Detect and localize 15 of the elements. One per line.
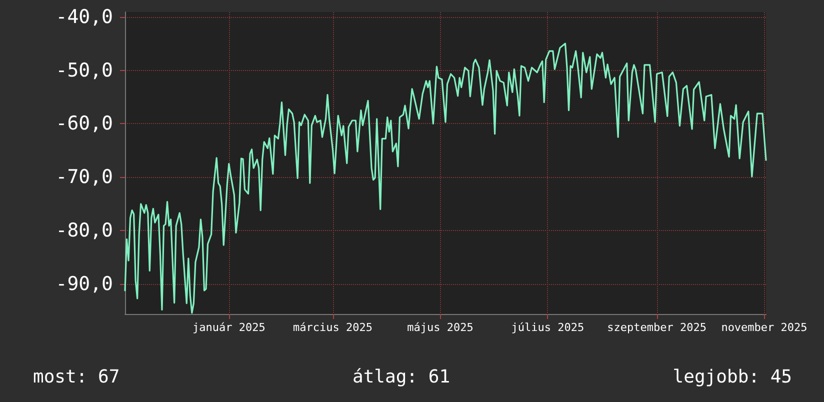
y-tick-label: -80,0	[56, 220, 113, 242]
text: most: 67	[33, 366, 120, 388]
y-tick-label: -90,0	[56, 273, 113, 296]
y-tick-label: -40,0	[56, 6, 113, 28]
text: átlag: 61	[352, 366, 450, 388]
x-tick-label: november 2025	[721, 321, 808, 334]
x-tick-label: július 2025	[511, 321, 584, 334]
x-tick-label: március 2025	[293, 321, 373, 334]
text: legjobb: 45	[672, 366, 792, 388]
y-tick-label: -60,0	[56, 112, 113, 135]
x-tick-label: május 2025	[407, 321, 474, 334]
x-tick-label: január 2025	[192, 321, 266, 334]
y-tick-label: -70,0	[56, 166, 113, 188]
x-tick-label: szeptember 2025	[607, 321, 706, 334]
y-tick-label: -50,0	[56, 59, 113, 82]
